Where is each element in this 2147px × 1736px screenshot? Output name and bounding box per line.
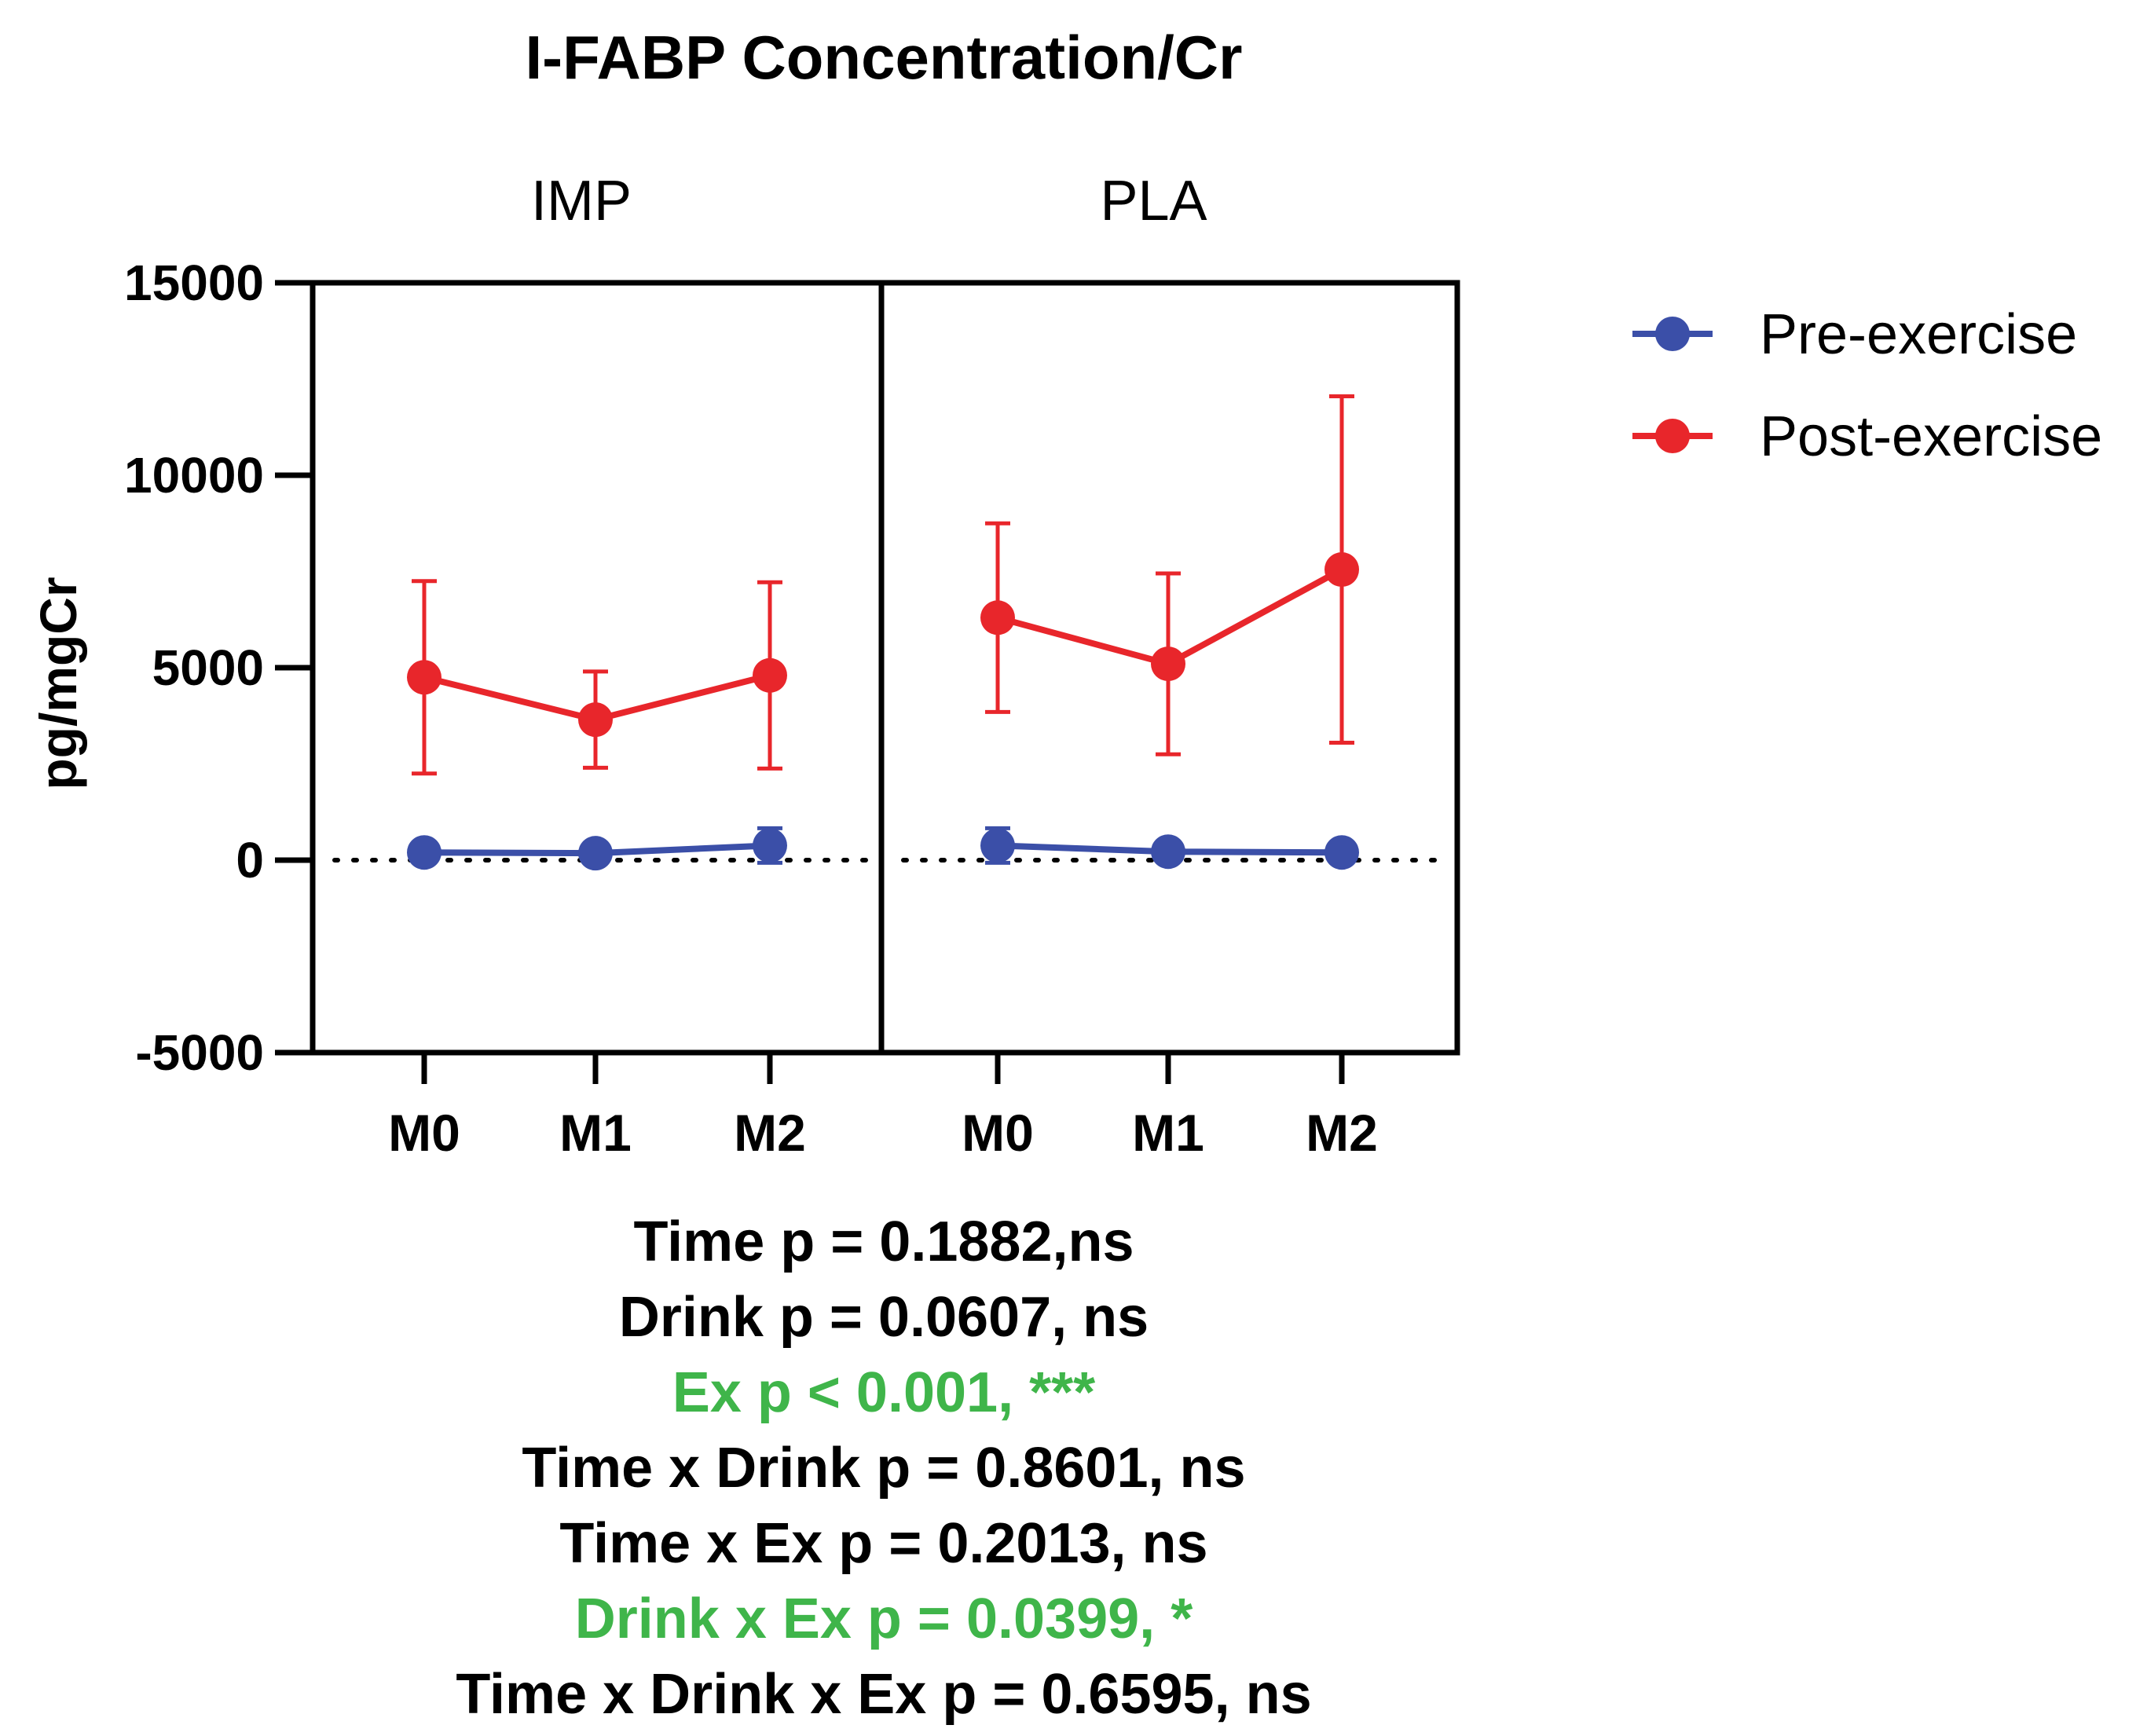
x-tick-label: M1 <box>559 1104 632 1162</box>
y-tick-label: -5000 <box>135 1024 264 1081</box>
stat-line: Drink p = 0.0607, ns <box>619 1286 1149 1349</box>
statistics-annotations: Time p = 0.1882,ns Drink p = 0.0607, ns Ex… <box>456 1210 1311 1726</box>
panel-label: IMP <box>531 170 632 233</box>
data-point <box>1151 834 1185 870</box>
stat-line: Time p = 0.1882,ns <box>633 1210 1134 1273</box>
data-point <box>407 835 441 870</box>
data-point <box>407 660 441 695</box>
data-point <box>1324 835 1359 870</box>
legend-swatch-marker <box>1655 419 1690 453</box>
x-tick-label: M0 <box>962 1104 1034 1162</box>
x-tick-label: M2 <box>1306 1104 1378 1162</box>
data-point <box>753 828 787 863</box>
plot-area: 15000 10000 5000 0 -5000 IMP M0 M1 M2 PLA M0 M1 M2 <box>124 170 1460 1162</box>
chart-title: I-FABP Concentration/Cr <box>526 23 1243 92</box>
legend-label: Pre-exercise <box>1760 303 2077 366</box>
x-tick-label: M2 <box>734 1104 806 1162</box>
stat-line: Time x Ex p = 0.2013, ns <box>559 1512 1207 1575</box>
legend-swatch-marker <box>1655 317 1690 351</box>
panel-label: PLA <box>1100 170 1207 233</box>
data-point <box>753 657 787 693</box>
y-tick-label: 10000 <box>124 447 264 504</box>
data-point <box>1324 552 1359 588</box>
y-tick-label: 15000 <box>124 255 264 311</box>
stat-line: Time x Drink p = 0.8601, ns <box>522 1437 1245 1500</box>
data-point <box>1151 646 1185 682</box>
y-tick-label: 5000 <box>152 639 264 696</box>
panel-frame <box>310 280 885 1056</box>
data-point <box>980 828 1015 863</box>
y-tick-label: 0 <box>236 832 264 888</box>
data-point <box>578 836 613 871</box>
stat-line: Time x Drink x Ex p = 0.6595, ns <box>456 1663 1311 1726</box>
x-tick-label: M1 <box>1132 1104 1204 1162</box>
data-point <box>578 702 613 738</box>
y-axis-label: pg/mgCr <box>29 577 87 789</box>
x-tick-label: M0 <box>388 1104 460 1162</box>
legend: Pre-exercise Post-exercise <box>1632 303 2102 468</box>
data-point <box>980 600 1015 635</box>
legend-label: Post-exercise <box>1760 405 2102 468</box>
stat-line: Drink x Ex p = 0.0399, * <box>575 1588 1193 1650</box>
stat-line: Ex p < 0.001, *** <box>672 1361 1095 1424</box>
